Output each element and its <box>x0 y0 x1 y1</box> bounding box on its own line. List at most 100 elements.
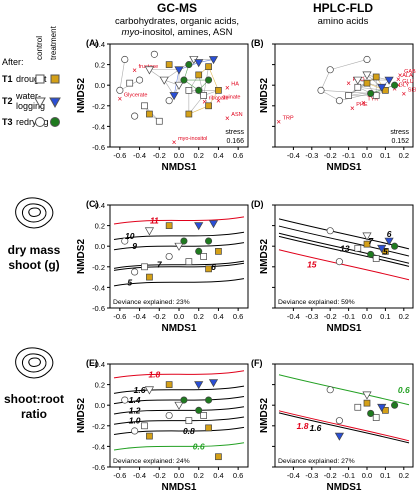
contour-label: 6 <box>211 262 216 272</box>
data-point-circle <box>367 89 375 97</box>
x-tick-label: -0.1 <box>342 471 355 480</box>
shoot-root-label-1: shoot:root <box>4 392 64 406</box>
data-point-square <box>205 424 212 432</box>
data-point-square <box>354 403 362 411</box>
contour-label: 0.6 <box>398 385 410 395</box>
y-axis-label: NMDS2 <box>259 78 270 113</box>
legend-t1-control-square <box>35 74 45 84</box>
panels: (A) -0.6 -0.4 -0.2 0.0 0.2 0.4 0.6 0.4 0.2 0.0 -0.2… <box>76 38 416 493</box>
vector-label: TYR <box>367 97 378 103</box>
data-point-triangle <box>144 66 155 75</box>
plot-frame <box>274 363 414 468</box>
vector-label: PHE <box>356 102 368 108</box>
data-point-square <box>141 263 148 271</box>
contour-line <box>278 410 410 442</box>
data-point-triangle <box>208 379 219 388</box>
data-point-square <box>146 432 153 440</box>
contour-label: 5 <box>127 277 132 287</box>
deviance-explained: Deviance explained: 59% <box>278 299 355 306</box>
data-point-circle <box>116 86 124 94</box>
data-point-circle <box>165 97 173 105</box>
data-point-triangle <box>159 76 169 85</box>
data-point-triangle <box>208 56 219 65</box>
contour-icon <box>15 347 54 379</box>
contour-label: 11 <box>150 215 159 225</box>
x-tick-label: 0.4 <box>213 471 223 480</box>
data-point-circle <box>121 237 129 245</box>
contour-label: 10 <box>125 231 135 241</box>
contour-label: 1.2 <box>129 405 141 415</box>
vector-marker: × <box>132 66 137 75</box>
y-tick-label: 0.0 <box>95 242 105 251</box>
contour-line <box>113 262 245 271</box>
x-tick-label: 0.0 <box>174 471 184 480</box>
data-point-circle <box>205 76 213 84</box>
x-tick-label: 0.2 <box>193 151 203 160</box>
data-point-square <box>165 222 173 229</box>
data-point-triangle <box>144 227 155 236</box>
vector-marker: × <box>350 104 355 113</box>
data-point-square <box>205 265 212 273</box>
data-point-triangle <box>384 76 394 85</box>
x-tick-label: 0.2 <box>399 151 409 160</box>
hull-segment <box>198 74 204 96</box>
contour-label: 0.8 <box>183 426 195 436</box>
deviance-explained: Deviance explained: 23% <box>113 299 190 306</box>
vector-label: SER <box>408 87 416 93</box>
vector-marker: × <box>225 83 230 92</box>
x-tick-label: 0.2 <box>399 312 409 321</box>
x-tick-label: 0.2 <box>193 312 203 321</box>
legend-t1-code: T1 <box>2 74 13 84</box>
data-point-circle <box>335 417 343 425</box>
legend-t2-treatment-triangle <box>49 97 61 109</box>
vector-label: GLU <box>402 79 413 85</box>
data-point-circle <box>131 112 139 120</box>
plot-frame <box>274 43 414 148</box>
stress-label: stress <box>225 129 244 136</box>
legend-t1-label: drought <box>16 74 47 84</box>
x-tick-label: 0.2 <box>399 471 409 480</box>
contour-label: 15 <box>307 260 317 270</box>
legend-col-control: control <box>35 36 44 60</box>
vector-marker: × <box>361 99 366 108</box>
vector-marker: × <box>346 79 351 88</box>
data-point-triangle <box>353 76 363 85</box>
data-point-circle <box>367 409 375 417</box>
contour-line <box>278 225 410 257</box>
vector-label: ALA <box>402 73 413 79</box>
contour-label: 1.8 <box>297 421 309 431</box>
data-point-square <box>215 248 222 255</box>
data-point-square <box>141 422 148 430</box>
data-point-square <box>185 86 193 94</box>
data-point-circle <box>136 76 144 84</box>
y-tick-label: 0.2 <box>95 61 105 70</box>
y-tick-label: -0.4 <box>92 283 105 292</box>
data-point-circle <box>363 55 371 64</box>
deviance-explained: Deviance explained: 24% <box>113 458 190 465</box>
data-point-triangle <box>384 237 394 246</box>
data-point-circle <box>195 247 203 255</box>
data-point-triangle <box>144 386 155 395</box>
contour-label: 1.0 <box>129 416 141 426</box>
contour-line <box>113 395 245 405</box>
panel-c: (C) -0.6 -0.4 -0.2 0.0 0.2 0.4 0.6 0.4 0.2 0.0 -0.2… <box>76 199 249 334</box>
data-point-square <box>372 255 380 262</box>
data-point-triangle <box>377 83 387 92</box>
data-point-square <box>195 71 203 79</box>
data-point-circle <box>326 66 334 74</box>
contour-line <box>278 249 410 281</box>
contour-line <box>113 278 245 287</box>
legend-col-treatment: treatment <box>49 25 58 60</box>
hull-segment <box>330 59 368 71</box>
contour-label: 13 <box>340 243 350 253</box>
hplc-title: HPLC-FLD <box>313 1 373 15</box>
hull-segment <box>320 69 331 91</box>
contour-line <box>113 231 245 240</box>
hplc-subtitle: amino acids <box>318 16 369 27</box>
x-tick-label: -0.6 <box>113 471 126 480</box>
x-tick-label: -0.2 <box>153 312 166 321</box>
x-axis-label: NMDS1 <box>326 323 361 334</box>
vector-marker: × <box>202 98 207 107</box>
legend-t1-treatment-square <box>50 74 60 84</box>
vector-marker: × <box>118 95 123 104</box>
